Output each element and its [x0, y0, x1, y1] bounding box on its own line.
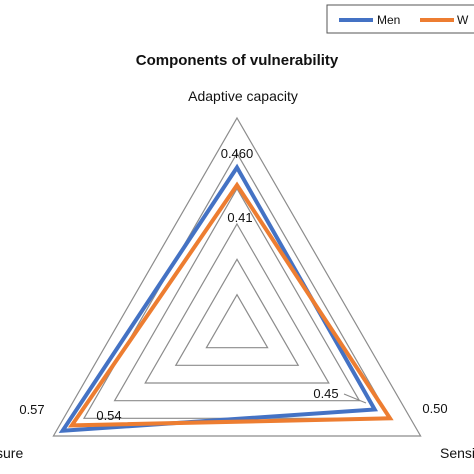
tick-label-top: 0.460	[221, 146, 254, 161]
axis-label-adaptive-capacity: Adaptive capacity	[188, 88, 298, 104]
data-label-women-adaptive: 0.41	[227, 210, 252, 225]
data-label-women-exposure: 0.54	[96, 408, 121, 423]
grid-ring-5	[82, 152, 392, 419]
legend: Men W	[326, 4, 474, 34]
legend-label-men: Men	[377, 13, 400, 27]
data-label-men-exposure: 0.57	[19, 402, 44, 417]
grid-ring-3	[144, 222, 330, 384]
leader-line-sensitivity	[343, 393, 367, 404]
series-women-line	[67, 181, 394, 428]
grid-ring-1	[205, 293, 269, 349]
grid-ring-4	[113, 187, 361, 402]
legend-label-women: W	[457, 13, 469, 27]
grid-ring-2	[174, 258, 300, 366]
data-label-men-sensitivity: 0.45	[313, 386, 338, 401]
axis-label-sensitivity: Sensi	[440, 445, 474, 461]
chart-title: Components of vulnerability	[136, 52, 339, 69]
radar-series	[58, 163, 394, 433]
axis-label-exposure: sure	[0, 445, 23, 461]
data-label-women-sensitivity: 0.50	[422, 401, 447, 416]
grid-ring-6	[52, 116, 422, 437]
